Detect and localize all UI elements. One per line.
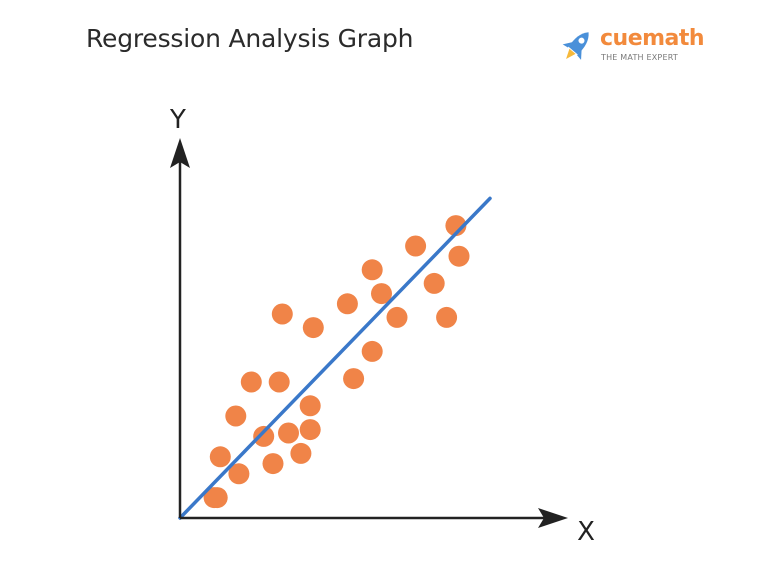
data-point [448,245,470,267]
data-point [225,405,247,427]
data-point [290,442,312,464]
data-point [361,259,383,281]
data-point [361,340,383,362]
data-point [209,446,231,468]
rocket-icon [562,32,589,60]
y-axis-arrow-icon [170,138,190,168]
x-axis-arrow-icon [538,508,568,528]
data-point [371,283,392,305]
data-point [405,235,427,257]
data-point [386,306,408,328]
x-axis-label: X [577,517,595,547]
data-point [302,317,324,339]
data-point [278,422,299,444]
data-point [203,487,225,509]
data-point [343,368,365,390]
data-point [445,215,467,237]
points-layer [203,215,470,509]
data-point [299,419,321,441]
data-point [228,463,250,485]
data-point [271,303,293,325]
data-point [262,453,284,475]
brand-tagline: THE MATH EXPERT [601,53,678,62]
data-point [423,272,445,294]
page-title: Regression Analysis Graph [86,24,414,53]
data-point [240,371,262,393]
data-point [436,306,458,328]
regression-line [178,196,492,520]
y-axis-label: Y [169,105,186,135]
brand-name: cuemath [600,26,705,51]
data-point [336,293,358,315]
data-point [299,395,321,417]
data-point [253,425,275,447]
brand-logo: cuemath THE MATH EXPERT [556,26,716,66]
data-point [268,371,290,393]
